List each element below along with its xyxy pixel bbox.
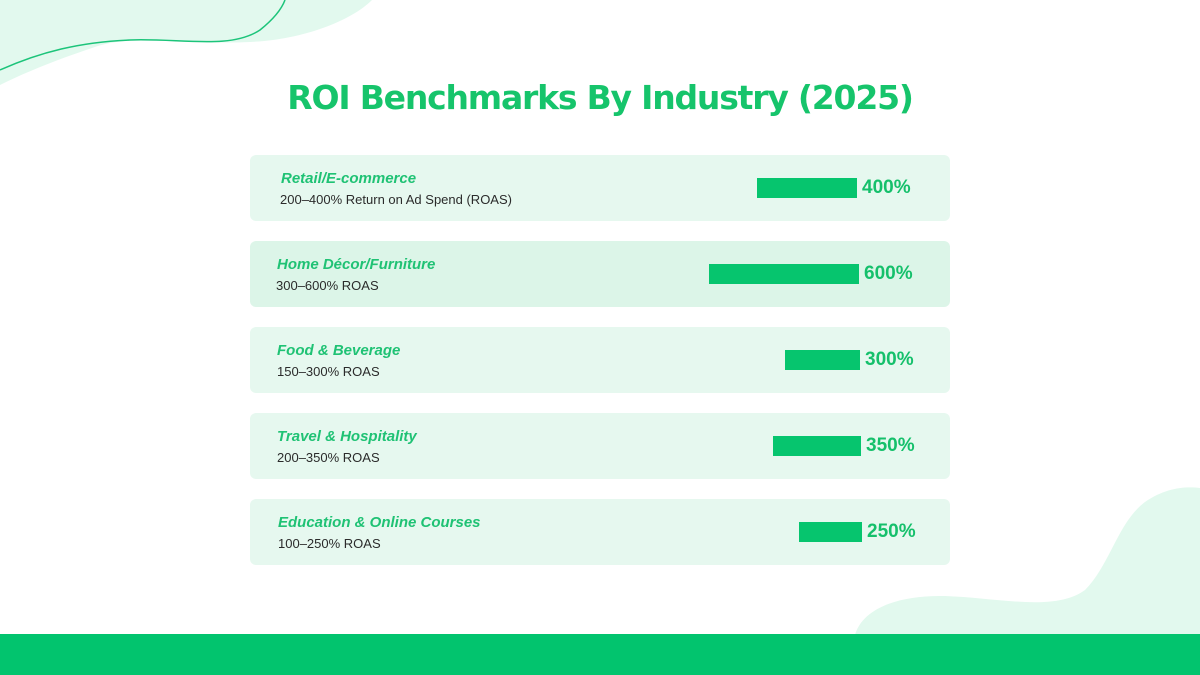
roi-value: 250% [867, 521, 916, 542]
industry-row-retail: Retail/E-commerce 200–400% Return on Ad … [250, 155, 950, 221]
industry-name: Home Décor/Furniture [277, 256, 436, 273]
roi-value: 300% [865, 349, 914, 370]
roi-bar [799, 522, 862, 542]
industry-roas-range: 300–600% ROAS [276, 278, 379, 293]
roi-bar [709, 264, 859, 284]
roi-value: 400% [862, 177, 911, 198]
roi-value: 600% [864, 263, 913, 284]
industry-roas-range: 200–400% Return on Ad Spend (ROAS) [280, 192, 512, 207]
top-left-curve [0, 0, 286, 71]
industry-name: Food & Beverage [277, 342, 401, 359]
top-left-blob [0, 0, 372, 85]
industry-roas-range: 200–350% ROAS [277, 450, 380, 465]
industry-row-education: Education & Online Courses 100–250% ROAS… [250, 499, 950, 565]
bottom-right-blob [855, 487, 1200, 635]
roi-value: 350% [866, 435, 915, 456]
industry-name: Retail/E-commerce [281, 170, 417, 187]
page-title: ROI Benchmarks By Industry (2025) [287, 78, 914, 117]
industry-row-food-beverage: Food & Beverage 150–300% ROAS 300% [250, 327, 950, 393]
industry-roas-range: 100–250% ROAS [278, 536, 381, 551]
roi-bar [773, 436, 861, 456]
industry-name: Travel & Hospitality [277, 428, 417, 445]
industry-row-home-decor: Home Décor/Furniture 300–600% ROAS 600% [250, 241, 950, 307]
roi-bar [785, 350, 860, 370]
industry-name: Education & Online Courses [278, 514, 481, 531]
industry-row-travel-hospitality: Travel & Hospitality 200–350% ROAS 350% [250, 413, 950, 479]
roi-bar [757, 178, 857, 198]
industry-roas-range: 150–300% ROAS [277, 364, 380, 379]
footer-band [0, 634, 1200, 675]
